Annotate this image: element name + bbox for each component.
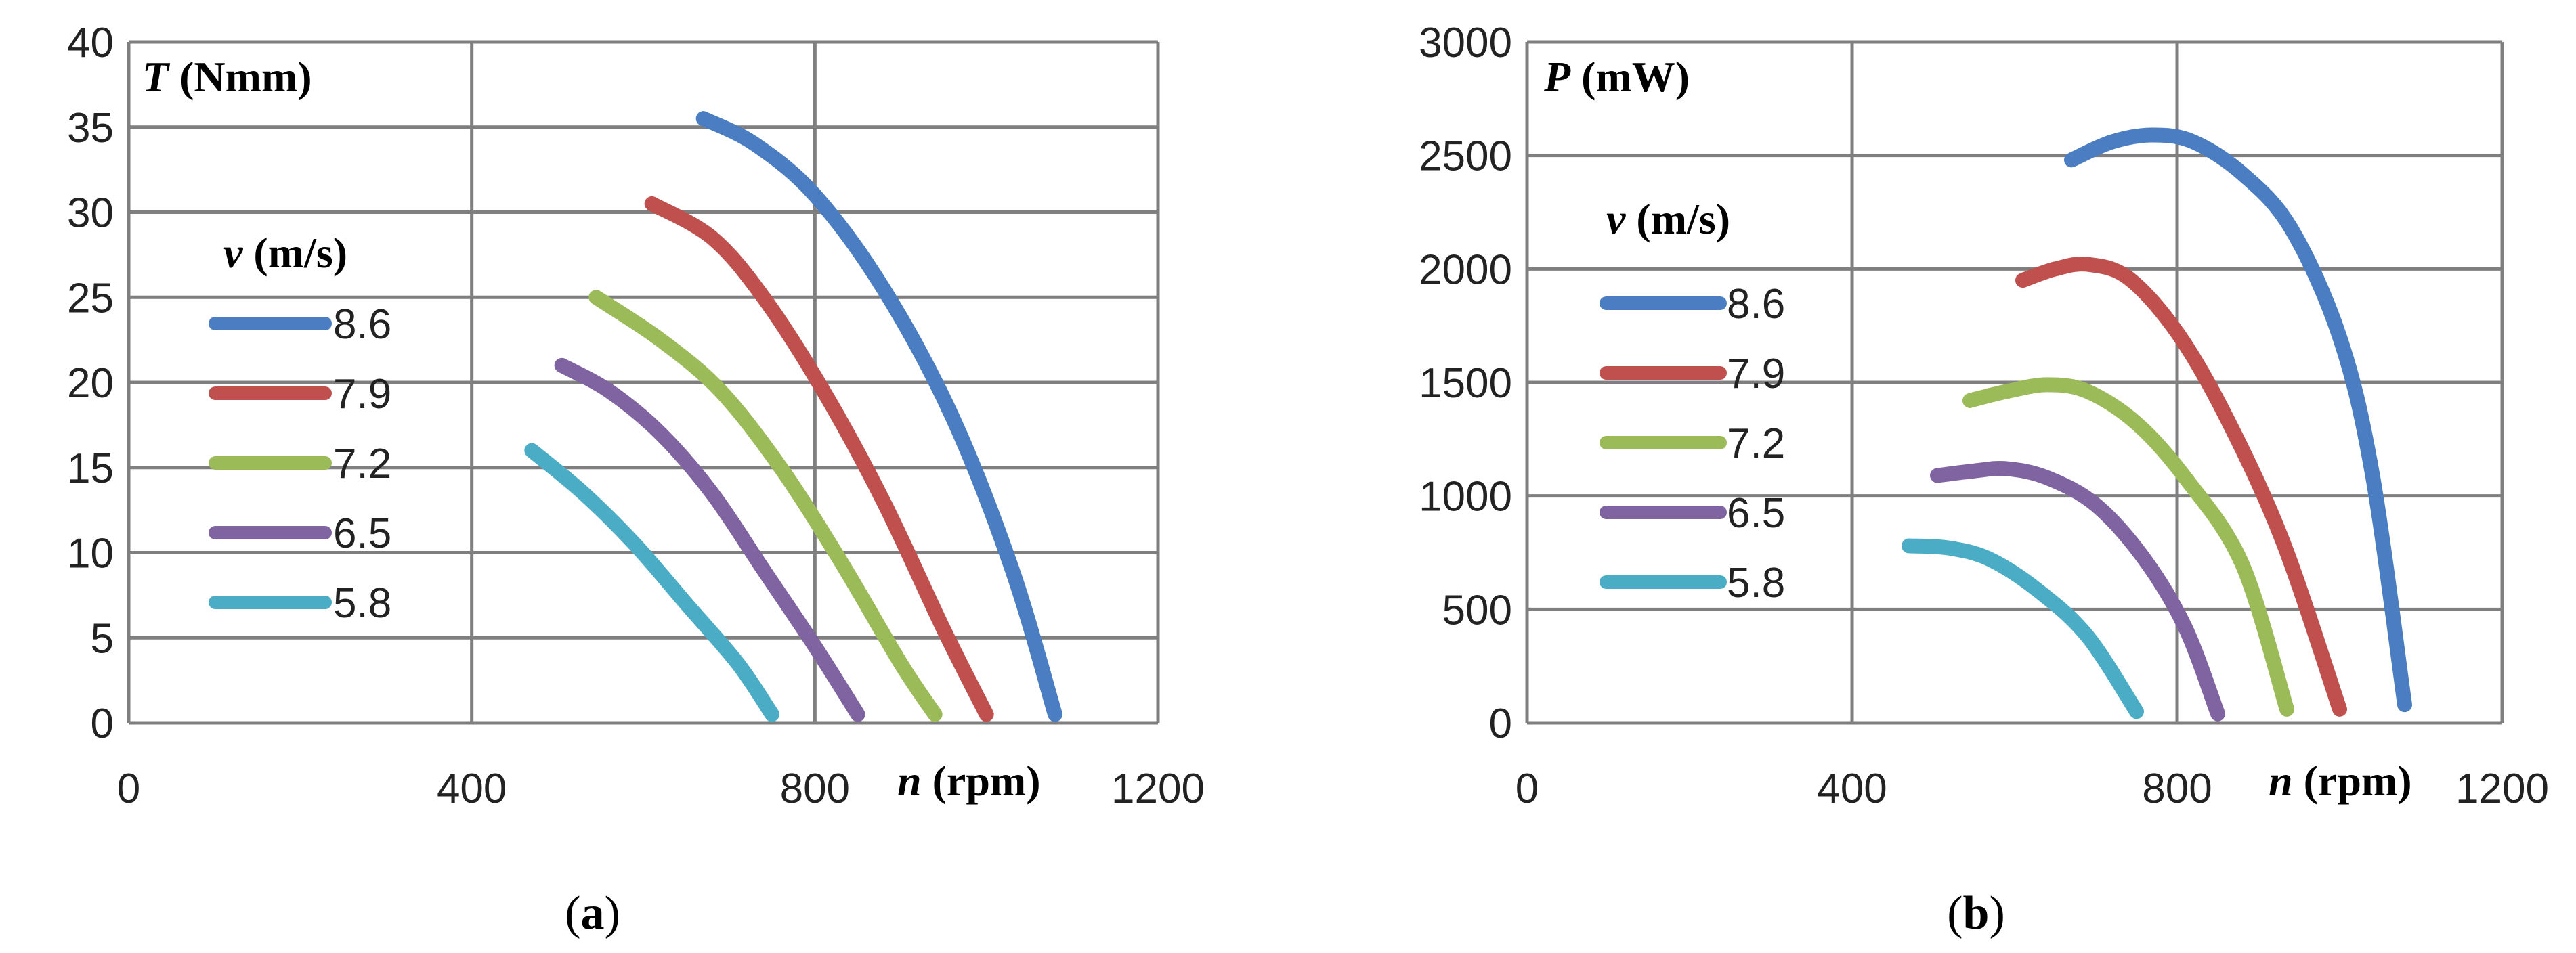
y-tick-label: 0 [91,701,114,747]
y-tick-label: 40 [67,20,114,66]
legend-entry-label: 7.9 [1727,351,1785,397]
legend-title: v (m/s) [223,229,347,277]
y-tick-label: 35 [67,105,114,152]
caption-b-letter: b [1963,887,1990,939]
series-line-7-2 [588,290,943,722]
caption-b: (b) [1947,887,2005,939]
x-axis-label-unit: (rpm) [922,757,1041,805]
x-tick-label: 0 [1516,766,1539,812]
y-axis-label-unit: (Nmm) [169,53,312,101]
y-axis-label: T (Nmm) [142,53,312,101]
y-tick-label: 5 [91,615,114,662]
y-tick-label: 25 [67,275,114,322]
y-tick-label: 2000 [1419,246,1512,293]
x-tick-label: 800 [780,766,850,812]
y-tick-label: 3000 [1419,20,1512,66]
y-tick-label: 10 [67,531,114,577]
series-line-7-9 [2015,257,2347,717]
legend-entry-label: 8.6 [333,301,391,348]
legend-entry-label: 7.9 [333,371,391,418]
series-line-5-8 [524,443,779,722]
chart-panel-b: 0 500 1000 1500 2000 2500 3000 0 400 800 1200 P (mW… [1419,20,2549,812]
x-axis-label-var: n [897,757,922,805]
y-tick-label: 20 [67,360,114,407]
legend-title-var: v [223,229,243,277]
x-tick-label: 1200 [1111,766,1205,812]
x-axis-label: n (rpm) [897,757,1041,805]
y-axis-label: P (mW) [1543,53,1690,101]
series-line-8-6 [2064,127,2412,713]
series-line-7-9 [644,196,994,722]
x-axis-label-unit: (rpm) [2293,757,2412,805]
y-tick-label: 0 [1489,701,1512,747]
series-line-6-5 [1930,461,2225,722]
y-tick-label: 30 [67,190,114,237]
caption-a-letter: a [581,887,605,939]
y-axis-label-unit: (mW) [1570,53,1690,101]
y-tick-label: 2500 [1419,133,1512,180]
legend-entry-label: 6.5 [333,510,391,557]
y-axis-label-var: T [142,53,171,101]
legend-entry-label: 5.8 [333,580,391,627]
legend-entry-label: 8.6 [1727,281,1785,328]
legend-entry-label: 6.5 [1727,490,1785,537]
y-tick-label: 1500 [1419,360,1512,407]
legend-entry-label: 7.2 [1727,420,1785,467]
series-line-5-8 [1902,538,2144,719]
series-line-6-5 [554,357,865,722]
x-tick-label: 1200 [2455,766,2549,812]
x-axis-label-var: n [2269,757,2293,805]
x-tick-label: 400 [437,766,507,812]
x-tick-label: 400 [1817,766,1887,812]
x-tick-label: 800 [2142,766,2212,812]
legend-entry-label: 5.8 [1727,560,1785,606]
legend-title-var: v [1606,195,1626,243]
y-axis-label-var: P [1543,53,1571,101]
y-tick-label: 500 [1442,587,1512,634]
series-line-8-6 [695,111,1062,722]
legend-title-unit: (m/s) [1625,195,1730,243]
x-axis-label: n (rpm) [2269,757,2412,805]
legend-title-unit: (m/s) [242,229,347,277]
legend-title: v (m/s) [1606,195,1730,243]
caption-a: (a) [565,887,620,939]
y-tick-label: 1000 [1419,474,1512,520]
y-tick-label: 15 [67,445,114,492]
x-tick-label: 0 [117,766,140,812]
series-line-7-2 [1962,377,2294,717]
legend-entry-label: 7.2 [333,441,391,487]
